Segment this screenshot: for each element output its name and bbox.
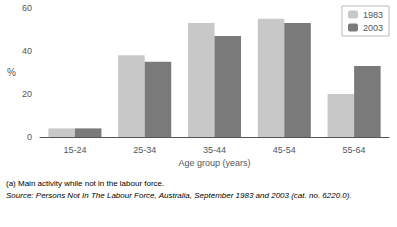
svg-text:%: % (7, 67, 16, 78)
svg-text:15-24: 15-24 (63, 145, 86, 155)
svg-text:45-54: 45-54 (273, 145, 296, 155)
svg-text:(a) Main activity while not in: (a) Main activity while not in the labou… (6, 179, 164, 188)
svg-text:0: 0 (27, 132, 32, 142)
svg-text:1983: 1983 (363, 10, 383, 20)
svg-text:20: 20 (22, 89, 32, 99)
svg-text:55-64: 55-64 (343, 145, 366, 155)
svg-text:60: 60 (22, 3, 32, 13)
svg-text:40: 40 (22, 46, 32, 56)
svg-text:Age group (years): Age group (years) (178, 158, 250, 168)
svg-text:35-44: 35-44 (203, 145, 226, 155)
svg-text:Source: Persons Not In The Lab: Source: Persons Not In The Labour Force,… (6, 191, 352, 200)
svg-text:2003: 2003 (363, 23, 383, 33)
svg-text:25-34: 25-34 (133, 145, 156, 155)
